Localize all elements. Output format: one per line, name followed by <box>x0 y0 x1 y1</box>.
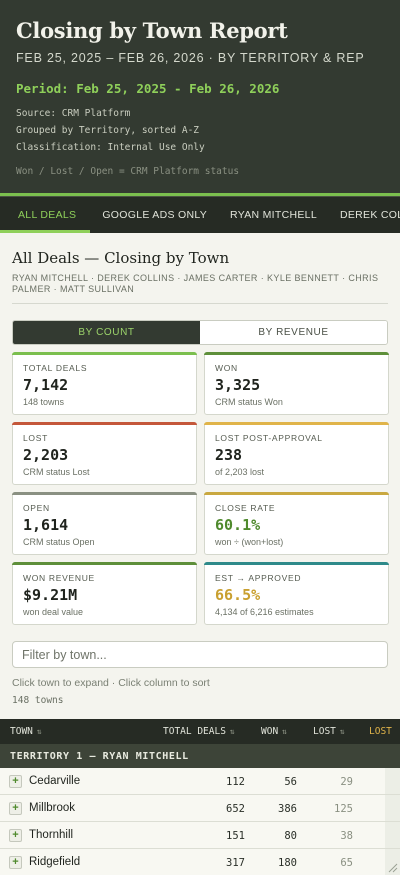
kpi-subtext: won ÷ (won+lost) <box>215 537 284 547</box>
tab-all-deals[interactable]: ALL DEALS <box>0 197 91 233</box>
town-filter-input[interactable] <box>22 647 378 662</box>
kpi-value: 7,142 <box>23 376 69 394</box>
report-header: Closing by Town Report FEB 25, 2025 – FE… <box>0 0 400 196</box>
kpi-label: TOTAL DEALS <box>23 363 88 373</box>
column-header-lost-post-approval[interactable]: LOST <box>369 726 392 737</box>
section-title: All Deals — Closing by Town <box>12 249 230 267</box>
by-revenue-button[interactable]: BY REVENUE <box>200 321 387 344</box>
report-classification: Classification: Internal Use Only <box>16 142 205 153</box>
town-name[interactable]: Millbrook <box>29 802 76 814</box>
expand-plus-icon[interactable]: + <box>9 856 22 869</box>
kpi-value: $9.21M <box>23 586 78 604</box>
lost-cell: 29 <box>340 776 353 788</box>
tab-google-ads-only[interactable]: GOOGLE ADS ONLY <box>102 209 208 221</box>
kpi-label: WON <box>215 363 238 373</box>
kpi-card-open: OPEN 1,614 CRM status Open <box>12 492 197 555</box>
expand-plus-icon[interactable]: + <box>9 802 22 815</box>
lost-post-approval-cell <box>385 822 400 848</box>
column-header-lost[interactable]: LOST ⇅ <box>313 726 345 737</box>
kpi-subtext: 148 towns <box>23 397 65 407</box>
total-deals-cell: 652 <box>226 803 245 815</box>
kpi-card-won: WON 3,325 CRM status Won <box>204 352 389 415</box>
kpi-card-est-approved: EST → APPROVED 66.5% 4,134 of 6,216 esti… <box>204 562 389 625</box>
tab-derek-collins[interactable]: DEREK COLLINS <box>339 209 400 221</box>
kpi-card-lost-post-approval: LOST POST-APPROVAL 238 of 2,203 lost <box>204 422 389 485</box>
won-cell: 386 <box>278 803 297 815</box>
kpi-value: 1,614 <box>23 516 69 534</box>
lost-post-approval-cell <box>385 795 400 821</box>
town-name[interactable]: Cedarville <box>29 775 81 787</box>
report-title: Closing by Town Report <box>16 18 288 43</box>
table-hint: Click town to expand · Click column to s… <box>12 677 210 689</box>
won-cell: 180 <box>278 857 297 869</box>
metric-toggle: BY COUNT BY REVENUE <box>12 320 388 345</box>
kpi-value: 3,325 <box>215 376 261 394</box>
report-meta: Source: CRM Platform Grouped by Territor… <box>16 105 384 156</box>
expand-plus-icon[interactable]: + <box>9 829 22 842</box>
report-period: Period: Feb 25, 2025 - Feb 26, 2026 <box>16 81 280 96</box>
expand-plus-icon[interactable]: + <box>9 775 22 788</box>
main-content: All Deals — Closing by Town RYAN MITCHEL… <box>0 233 400 706</box>
sort-icon: ⇅ <box>339 727 345 736</box>
sort-icon: ⇅ <box>282 727 287 736</box>
kpi-card-won-revenue: WON REVENUE $9.21M won deal value <box>12 562 197 625</box>
kpi-card-lost: LOST 2,203 CRM status Lost <box>12 422 197 485</box>
kpi-label: WON REVENUE <box>23 573 95 583</box>
report-subtitle: FEB 25, 2025 – FEB 26, 2026 · BY TERRITO… <box>16 51 365 65</box>
town-name[interactable]: Thornhill <box>29 829 74 841</box>
table-header: TOWN ⇅ TOTAL DEALS ⇅ WON ⇅ LOST ⇅ LOST <box>0 719 400 744</box>
table-row[interactable]: + Cedarville 112 56 29 <box>0 768 400 795</box>
lost-cell: 125 <box>334 803 353 815</box>
column-header-total-deals[interactable]: TOTAL DEALS ⇅ <box>163 726 235 737</box>
town-count: 148 towns <box>12 695 64 706</box>
table-row[interactable]: + Thornhill 151 80 38 <box>0 822 400 849</box>
kpi-card-close-rate: CLOSE RATE 60.1% won ÷ (won+lost) <box>204 492 389 555</box>
kpi-label: LOST <box>23 433 49 443</box>
total-deals-cell: 112 <box>226 776 245 788</box>
status-legend-note: Won / Lost / Open = CRM Platform status <box>16 166 240 177</box>
resize-grip-icon[interactable] <box>388 863 398 873</box>
town-name[interactable]: Ridgefield <box>29 856 81 868</box>
by-count-button[interactable]: BY COUNT <box>13 321 200 344</box>
table-row[interactable]: + Millbrook 652 386 125 <box>0 795 400 822</box>
kpi-card-total-deals: TOTAL DEALS 7,142 148 towns <box>12 352 197 415</box>
kpi-subtext: CRM status Won <box>215 397 283 407</box>
kpi-label: LOST POST-APPROVAL <box>215 433 323 443</box>
kpi-value: 60.1% <box>215 516 261 534</box>
lost-post-approval-cell <box>385 768 400 794</box>
kpi-subtext: won deal value <box>23 607 84 617</box>
town-filter[interactable] <box>12 641 388 668</box>
column-header-town[interactable]: TOWN ⇅ <box>10 726 42 737</box>
kpi-subtext: 4,134 of 6,216 estimates <box>215 607 314 617</box>
territory-group-header[interactable]: TERRITORY 1 — RYAN MITCHELL <box>0 744 400 768</box>
kpi-subtext: of 2,203 lost <box>215 467 265 477</box>
report-source: Source: CRM Platform <box>16 108 131 119</box>
kpi-subtext: CRM status Lost <box>23 467 90 477</box>
kpi-subtext: CRM status Open <box>23 537 95 547</box>
kpi-value: 66.5% <box>215 586 261 604</box>
sort-icon: ⇅ <box>229 727 235 736</box>
tab-ryan-mitchell[interactable]: RYAN MITCHELL <box>230 209 317 221</box>
report-grouping: Grouped by Territory, sorted A-Z <box>16 125 200 136</box>
kpi-value: 238 <box>215 446 243 464</box>
kpi-label: OPEN <box>23 503 50 513</box>
total-deals-cell: 151 <box>226 830 245 842</box>
town-table: TOWN ⇅ TOTAL DEALS ⇅ WON ⇅ LOST ⇅ LOST TERRI… <box>0 719 400 875</box>
won-cell: 80 <box>284 830 297 842</box>
kpi-label: EST → APPROVED <box>215 573 302 583</box>
lost-cell: 38 <box>340 830 353 842</box>
won-cell: 56 <box>284 776 297 788</box>
kpi-label: CLOSE RATE <box>215 503 276 513</box>
sort-icon: ⇅ <box>36 727 42 736</box>
table-row[interactable]: + Ridgefield 317 180 65 <box>0 849 400 875</box>
view-tabs: ALL DEALS GOOGLE ADS ONLY RYAN MITCHELL … <box>0 196 400 233</box>
rep-list: RYAN MITCHELL · DEREK COLLINS · JAMES CA… <box>12 273 388 304</box>
lost-cell: 65 <box>340 857 353 869</box>
column-header-won[interactable]: WON ⇅ <box>261 726 287 737</box>
kpi-value: 2,203 <box>23 446 69 464</box>
kpi-cards: TOTAL DEALS 7,142 148 towns WON 3,325 CR… <box>12 352 389 625</box>
total-deals-cell: 317 <box>226 857 245 869</box>
